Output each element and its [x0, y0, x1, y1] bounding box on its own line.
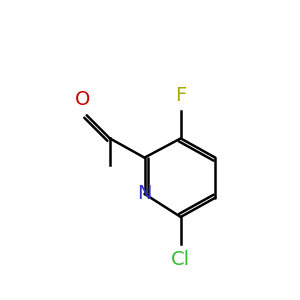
Text: F: F — [175, 86, 186, 105]
Text: O: O — [75, 90, 91, 109]
Text: N: N — [137, 184, 152, 203]
Text: Cl: Cl — [171, 250, 190, 269]
